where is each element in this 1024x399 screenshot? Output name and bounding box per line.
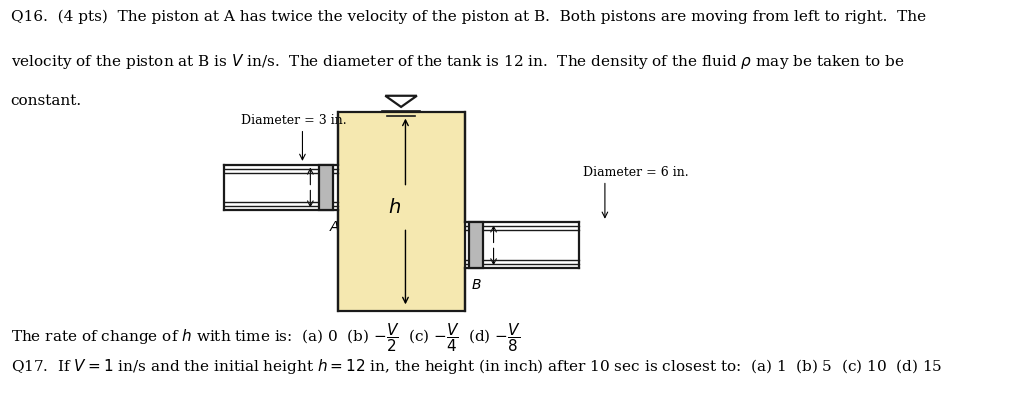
Polygon shape xyxy=(385,96,417,107)
Bar xyxy=(338,112,465,311)
Bar xyxy=(469,223,483,268)
Text: $B$: $B$ xyxy=(471,279,481,292)
Text: Diameter = 3 in.: Diameter = 3 in. xyxy=(241,114,346,127)
Text: constant.: constant. xyxy=(10,94,82,108)
Text: Q16.  (4 pts)  The piston at A has twice the velocity of the piston at B.  Both : Q16. (4 pts) The piston at A has twice t… xyxy=(10,10,926,24)
Text: The rate of change of $h$ with time is:  (a) 0  (b) $-\dfrac{V}{2}$  (c) $-\dfra: The rate of change of $h$ with time is: … xyxy=(10,321,520,354)
Text: $h$: $h$ xyxy=(387,198,400,217)
Text: Q17.  If $V = 1$ in/s and the initial height $h = 12$ in, the height (in inch) a: Q17. If $V = 1$ in/s and the initial hei… xyxy=(10,357,942,376)
Text: $A$: $A$ xyxy=(330,220,341,235)
Text: Diameter = 6 in.: Diameter = 6 in. xyxy=(583,166,688,179)
Text: velocity of the piston at B is $V$ in/s.  The diameter of the tank is 12 in.  Th: velocity of the piston at B is $V$ in/s.… xyxy=(10,52,904,71)
Bar xyxy=(319,165,333,211)
